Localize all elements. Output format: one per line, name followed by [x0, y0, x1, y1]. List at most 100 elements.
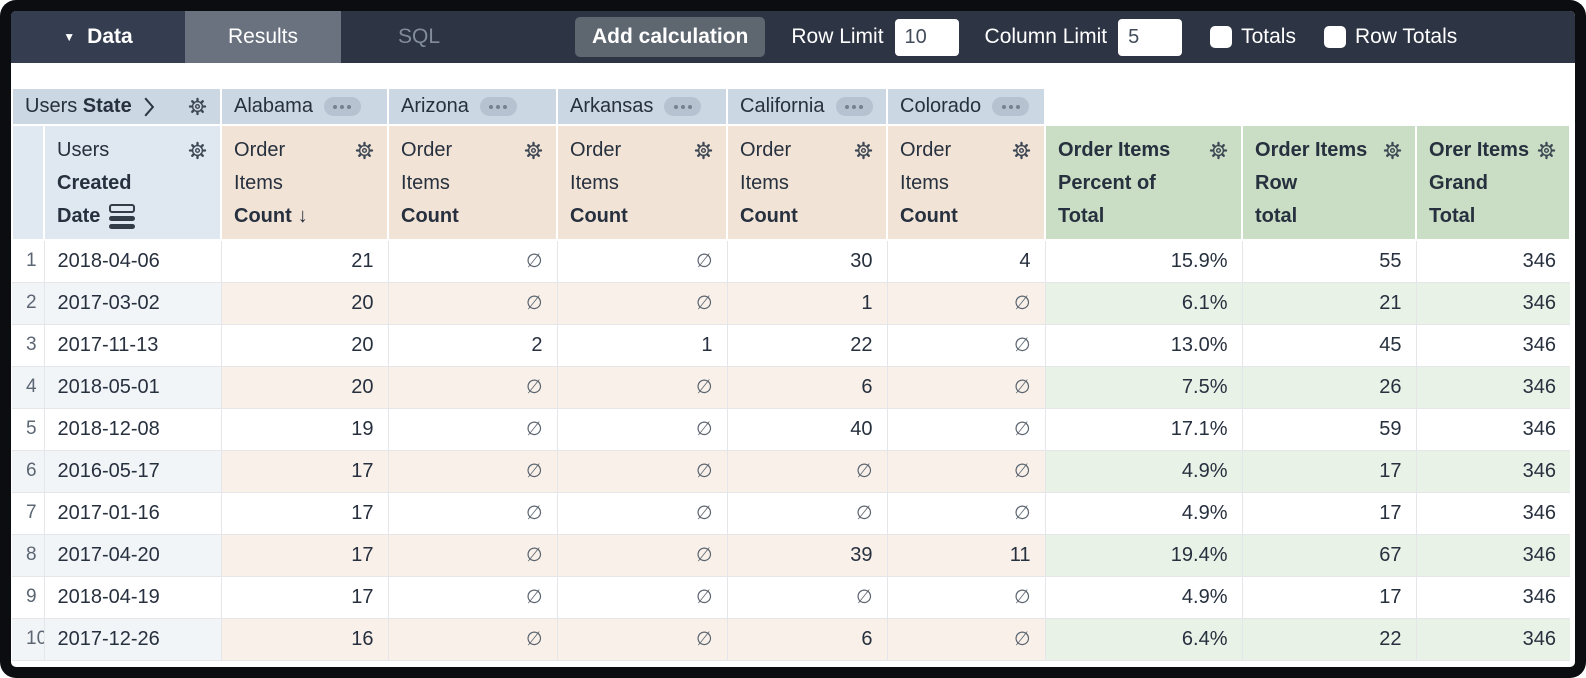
cell-count-arkansas[interactable]: ∅	[556, 575, 728, 619]
cell-count-colorado[interactable]: ∅	[886, 407, 1046, 451]
add-calculation-button[interactable]: Add calculation	[575, 17, 766, 57]
cell-percent-of-total[interactable]: 13.0%	[1044, 323, 1243, 367]
pivot-value-header[interactable]: Arkansas	[556, 87, 729, 126]
cell-row-total[interactable]: 21	[1241, 281, 1417, 325]
cell-count-alabama[interactable]: 20	[220, 281, 389, 325]
calculation-header[interactable]: Order Items Row total	[1241, 124, 1418, 241]
cell-count-california[interactable]: 40	[726, 407, 888, 451]
cell-row-total[interactable]: 26	[1241, 365, 1417, 409]
cell-count-california[interactable]: ∅	[726, 491, 888, 535]
cell-count-arizona[interactable]: 2	[387, 323, 558, 367]
cell-created-date[interactable]: 2016-05-17	[43, 449, 222, 493]
ellipsis-menu-icon[interactable]	[835, 97, 873, 116]
cell-count-california[interactable]: ∅	[726, 449, 888, 493]
cell-row-total[interactable]: 22	[1241, 617, 1417, 661]
cell-count-alabama[interactable]: 17	[220, 449, 389, 493]
cell-count-alabama[interactable]: 20	[220, 365, 389, 409]
cell-count-alabama[interactable]: 17	[220, 491, 389, 535]
measure-header-arkansas[interactable]: Order Items Count	[556, 124, 729, 241]
cell-grand-total[interactable]: 346	[1415, 575, 1571, 619]
ellipsis-menu-icon[interactable]	[992, 97, 1030, 116]
cell-count-colorado[interactable]: 11	[886, 533, 1046, 577]
cell-grand-total[interactable]: 346	[1415, 323, 1571, 367]
cell-percent-of-total[interactable]: 6.1%	[1044, 281, 1243, 325]
row-totals-checkbox[interactable]	[1323, 26, 1346, 48]
cell-count-california[interactable]: ∅	[726, 575, 888, 619]
ellipsis-menu-icon[interactable]	[664, 97, 702, 116]
measure-header-arizona[interactable]: Order Items Count	[387, 124, 559, 241]
cell-count-arizona[interactable]: ∅	[387, 365, 558, 409]
cell-count-colorado[interactable]: 4	[886, 239, 1046, 283]
cell-count-california[interactable]: 30	[726, 239, 888, 283]
cell-row-total[interactable]: 17	[1241, 449, 1417, 493]
cell-grand-total[interactable]: 346	[1415, 407, 1571, 451]
cell-count-arkansas[interactable]: ∅	[556, 617, 728, 661]
cell-count-colorado[interactable]: ∅	[886, 575, 1046, 619]
column-limit-input[interactable]	[1118, 18, 1183, 56]
cell-percent-of-total[interactable]: 19.4%	[1044, 533, 1243, 577]
row-dimension-header[interactable]: Users Created Date	[42, 124, 223, 241]
cell-row-total[interactable]: 17	[1241, 491, 1417, 535]
gear-icon[interactable]	[693, 140, 714, 161]
cell-count-arkansas[interactable]: ∅	[556, 533, 728, 577]
cell-row-total[interactable]: 67	[1241, 533, 1417, 577]
pivot-value-header[interactable]: Arizona	[387, 87, 559, 126]
cell-percent-of-total[interactable]: 15.9%	[1044, 239, 1243, 283]
tab-results[interactable]: Results	[185, 11, 341, 63]
calculation-header[interactable]: Orer Items Grand Total	[1415, 124, 1572, 241]
cell-count-colorado[interactable]: ∅	[886, 491, 1046, 535]
cell-count-california[interactable]: 39	[726, 533, 888, 577]
cell-count-arkansas[interactable]: ∅	[556, 449, 728, 493]
cell-count-arizona[interactable]: ∅	[387, 575, 558, 619]
cell-created-date[interactable]: 2017-03-02	[43, 281, 222, 325]
cell-percent-of-total[interactable]: 4.9%	[1044, 449, 1243, 493]
gear-icon[interactable]	[187, 96, 208, 117]
cell-count-arizona[interactable]: ∅	[387, 491, 558, 535]
cell-grand-total[interactable]: 346	[1415, 239, 1571, 283]
cell-created-date[interactable]: 2017-12-26	[43, 617, 222, 661]
chevron-right-icon[interactable]	[141, 96, 156, 118]
cell-count-arkansas[interactable]: 1	[556, 323, 728, 367]
cell-count-alabama[interactable]: 21	[220, 239, 389, 283]
pivot-value-header[interactable]: Alabama	[220, 87, 390, 126]
cell-percent-of-total[interactable]: 7.5%	[1044, 365, 1243, 409]
cell-row-total[interactable]: 59	[1241, 407, 1417, 451]
cell-count-arizona[interactable]: ∅	[387, 449, 558, 493]
row-limit-input[interactable]	[894, 18, 959, 56]
data-section-toggle[interactable]: ▼ Data	[11, 11, 185, 63]
cell-row-total[interactable]: 17	[1241, 575, 1417, 619]
measure-header-california[interactable]: Order Items Count	[726, 124, 889, 241]
cell-count-california[interactable]: 6	[726, 617, 888, 661]
measure-header-alabama[interactable]: Order Items Count ↓	[220, 124, 390, 241]
cell-count-alabama[interactable]: 19	[220, 407, 389, 451]
cell-count-arkansas[interactable]: ∅	[556, 281, 728, 325]
ellipsis-menu-icon[interactable]	[323, 97, 361, 116]
cell-count-alabama[interactable]: 20	[220, 323, 389, 367]
measure-header-colorado[interactable]: Order Items Count	[886, 124, 1047, 241]
cell-percent-of-total[interactable]: 4.9%	[1044, 491, 1243, 535]
cell-grand-total[interactable]: 346	[1415, 365, 1571, 409]
cell-count-colorado[interactable]: ∅	[886, 323, 1046, 367]
cell-created-date[interactable]: 2018-05-01	[43, 365, 222, 409]
gear-icon[interactable]	[354, 140, 375, 161]
gear-icon[interactable]	[523, 140, 544, 161]
cell-percent-of-total[interactable]: 17.1%	[1044, 407, 1243, 451]
cell-created-date[interactable]: 2018-04-06	[43, 239, 222, 283]
cell-count-colorado[interactable]: ∅	[886, 281, 1046, 325]
cell-count-arizona[interactable]: ∅	[387, 239, 558, 283]
cell-created-date[interactable]: 2018-04-19	[43, 575, 222, 619]
gear-icon[interactable]	[1536, 140, 1557, 161]
cell-percent-of-total[interactable]: 4.9%	[1044, 575, 1243, 619]
cell-grand-total[interactable]: 346	[1415, 491, 1571, 535]
cell-count-arizona[interactable]: ∅	[387, 533, 558, 577]
calculation-header[interactable]: Order Items Percent of Total	[1044, 124, 1244, 241]
cell-visualization-icon[interactable]	[109, 204, 136, 229]
cell-grand-total[interactable]: 346	[1415, 449, 1571, 493]
cell-count-alabama[interactable]: 17	[220, 533, 389, 577]
tab-sql[interactable]: SQL	[341, 11, 497, 63]
cell-count-alabama[interactable]: 16	[220, 617, 389, 661]
cell-grand-total[interactable]: 346	[1415, 281, 1571, 325]
gear-icon[interactable]	[1382, 140, 1403, 161]
totals-checkbox[interactable]	[1210, 26, 1233, 48]
cell-grand-total[interactable]: 346	[1415, 617, 1571, 661]
